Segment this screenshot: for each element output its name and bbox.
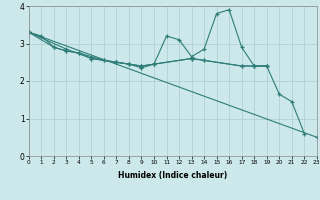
X-axis label: Humidex (Indice chaleur): Humidex (Indice chaleur)	[118, 171, 228, 180]
